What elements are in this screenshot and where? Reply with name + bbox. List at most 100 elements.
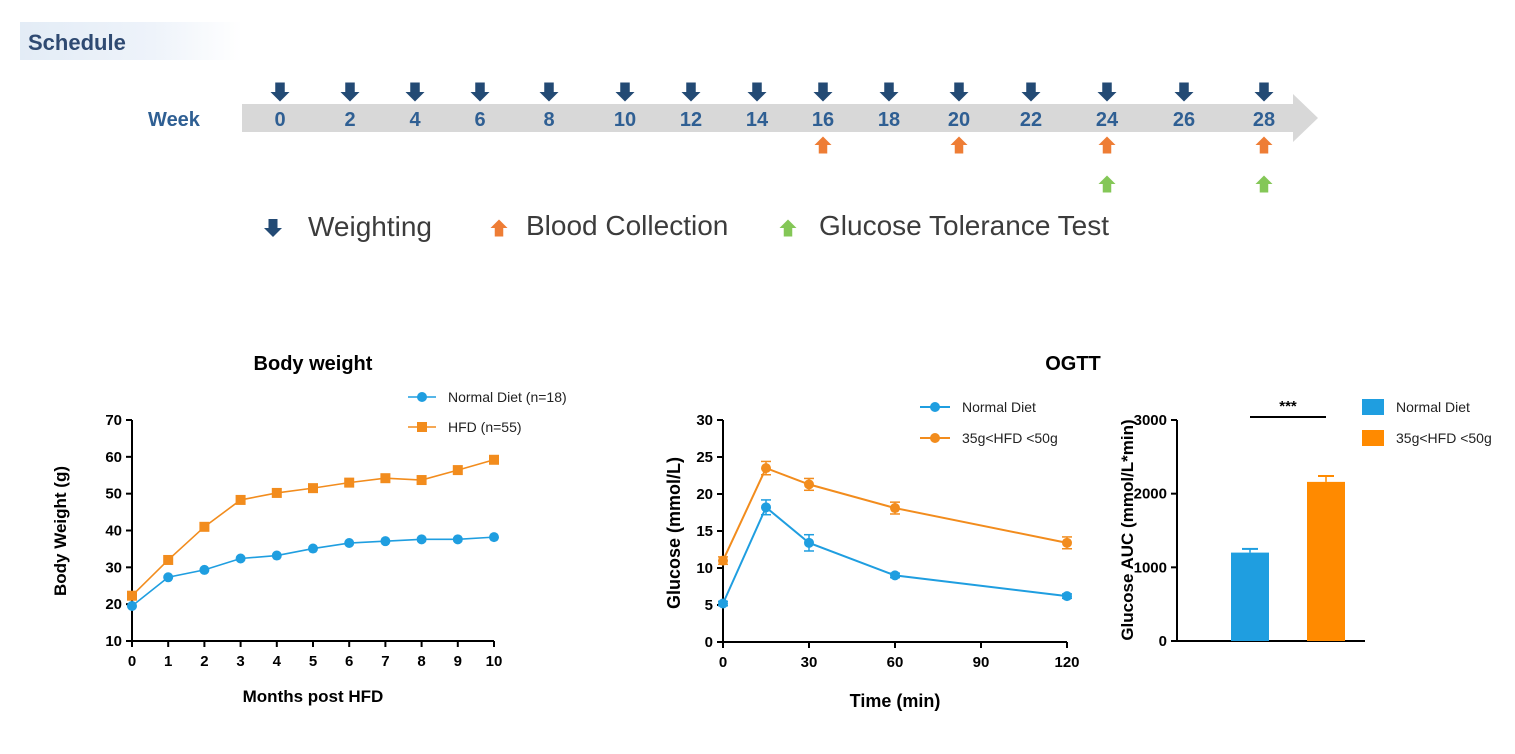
bw-series-line-1 bbox=[131, 459, 495, 597]
bw-y-tick-label: 70 bbox=[105, 412, 122, 429]
weighting-arrow-icon bbox=[340, 82, 360, 102]
ogtt-x-tick-label: 0 bbox=[719, 654, 727, 671]
bw-title: Body weight bbox=[254, 353, 373, 375]
auc-legend-swatch bbox=[1362, 430, 1384, 446]
auc-bar bbox=[1307, 481, 1345, 641]
ogtt-series-line-0 bbox=[722, 505, 1068, 604]
bw-point bbox=[163, 572, 174, 583]
bw-x-tick-label: 4 bbox=[273, 653, 282, 670]
week-tick-label: 4 bbox=[409, 109, 421, 131]
bw-point bbox=[416, 534, 427, 545]
bw-point bbox=[199, 564, 210, 575]
week-tick-label: 6 bbox=[474, 109, 485, 131]
schedule-header: Schedule bbox=[20, 22, 242, 60]
ogtt-point bbox=[761, 502, 771, 513]
bw-y-label: Body Weight (g) bbox=[51, 466, 70, 596]
schedule-title: Schedule bbox=[28, 30, 126, 55]
auc-significance-label: *** bbox=[1279, 398, 1297, 415]
bw-point bbox=[199, 521, 210, 532]
ogtt-legend-label: 35g<HFD <50g bbox=[962, 430, 1058, 446]
bw-x-tick-label: 10 bbox=[486, 653, 503, 670]
ogtt-x-tick-label: 60 bbox=[887, 654, 904, 671]
ogtt-point bbox=[761, 463, 771, 474]
bw-point bbox=[271, 487, 282, 498]
bw-point bbox=[344, 538, 355, 549]
week-tick-label: 0 bbox=[274, 109, 285, 131]
bw-x-tick-label: 5 bbox=[309, 653, 317, 670]
legend-blood-icon bbox=[490, 219, 508, 237]
auc-bar bbox=[1231, 552, 1269, 641]
bw-x-tick-label: 1 bbox=[164, 653, 172, 670]
bw-point bbox=[489, 532, 499, 543]
weighting-arrow-icon bbox=[949, 82, 969, 102]
ogtt-y-tick-label: 25 bbox=[696, 449, 713, 466]
timeline-bar bbox=[242, 94, 1318, 142]
week-tick-label: 10 bbox=[614, 109, 636, 131]
bw-y-tick-label: 50 bbox=[105, 486, 122, 503]
ogtt-legend-marker bbox=[930, 433, 940, 443]
week-tick-label: 26 bbox=[1173, 109, 1195, 131]
weighting-arrow-icon bbox=[681, 82, 701, 102]
week-tick-label: 22 bbox=[1020, 109, 1042, 131]
ogtt-y-tick-label: 0 bbox=[705, 634, 713, 651]
auc-y-tick-label: 3000 bbox=[1134, 412, 1167, 429]
bw-point bbox=[127, 590, 137, 601]
bw-x-label: Months post HFD bbox=[243, 687, 384, 706]
bw-point bbox=[271, 550, 282, 561]
blood-collection-arrow-icon bbox=[1098, 136, 1116, 154]
legend-weighting-label: Weighting bbox=[308, 211, 432, 242]
auc-legend-label: 35g<HFD <50g bbox=[1396, 430, 1492, 446]
weighting-arrow-icon bbox=[270, 82, 290, 102]
ogtt-point bbox=[804, 479, 814, 490]
bw-x-tick-label: 3 bbox=[236, 653, 244, 670]
blood-collection-arrow-icon bbox=[1255, 136, 1273, 154]
bw-point bbox=[380, 473, 391, 484]
ogtt-point bbox=[890, 503, 900, 514]
bw-point bbox=[127, 601, 137, 612]
week-tick-label: 20 bbox=[948, 109, 970, 131]
weighting-arrow-icon bbox=[1021, 82, 1041, 102]
bw-x-tick-label: 0 bbox=[128, 653, 136, 670]
bw-y-tick-label: 10 bbox=[105, 633, 122, 650]
ogtt-legend-label: Normal Diet bbox=[962, 399, 1036, 415]
ogtt-y-tick-label: 30 bbox=[696, 412, 713, 429]
bw-x-tick-label: 9 bbox=[454, 653, 462, 670]
weighting-arrow-icon bbox=[747, 82, 767, 102]
ogtt-y-label: Glucose (mmol/L) bbox=[664, 457, 684, 609]
bw-point bbox=[416, 475, 427, 486]
weighting-arrow-icon bbox=[1097, 82, 1117, 102]
bw-legend-label: Normal Diet (n=18) bbox=[448, 389, 567, 405]
ogtt-point bbox=[1062, 591, 1072, 602]
glucose-test-arrow-icon bbox=[1098, 175, 1116, 193]
bw-point bbox=[452, 534, 463, 545]
bw-point bbox=[380, 536, 391, 547]
bw-y-tick-label: 40 bbox=[105, 523, 122, 540]
ogtt-title: OGTT bbox=[1045, 353, 1101, 375]
ogtt-y-tick-label: 15 bbox=[696, 523, 713, 540]
bw-x-tick-label: 2 bbox=[200, 653, 208, 670]
ogtt-point bbox=[804, 537, 814, 548]
bw-y-tick-label: 20 bbox=[105, 596, 122, 613]
week-tick-label: 28 bbox=[1253, 109, 1275, 131]
auc-y-tick-label: 1000 bbox=[1134, 559, 1167, 576]
week-tick-label: 2 bbox=[344, 109, 355, 131]
weighting-arrow-icon bbox=[539, 82, 559, 102]
bw-point bbox=[452, 465, 463, 476]
bw-x-tick-label: 7 bbox=[381, 653, 389, 670]
auc-legend-swatch bbox=[1362, 399, 1384, 415]
bw-point bbox=[489, 454, 499, 465]
bw-point bbox=[344, 477, 355, 488]
weighting-arrow-icon bbox=[1174, 82, 1194, 102]
week-tick-label: 8 bbox=[543, 109, 554, 131]
week-axis-label: Week bbox=[148, 109, 201, 131]
ogtt-point bbox=[890, 570, 900, 581]
bw-point bbox=[235, 494, 246, 505]
blood-collection-arrow-icon bbox=[814, 136, 832, 154]
ogtt-point bbox=[718, 598, 728, 609]
blood-collection-arrow-icon bbox=[950, 136, 968, 154]
week-tick-label: 16 bbox=[812, 109, 834, 131]
auc-y-label: Glucose AUC (mmol/L*min) bbox=[1118, 419, 1137, 640]
bw-x-tick-label: 8 bbox=[417, 653, 425, 670]
ogtt-x-label: Time (min) bbox=[850, 691, 941, 711]
